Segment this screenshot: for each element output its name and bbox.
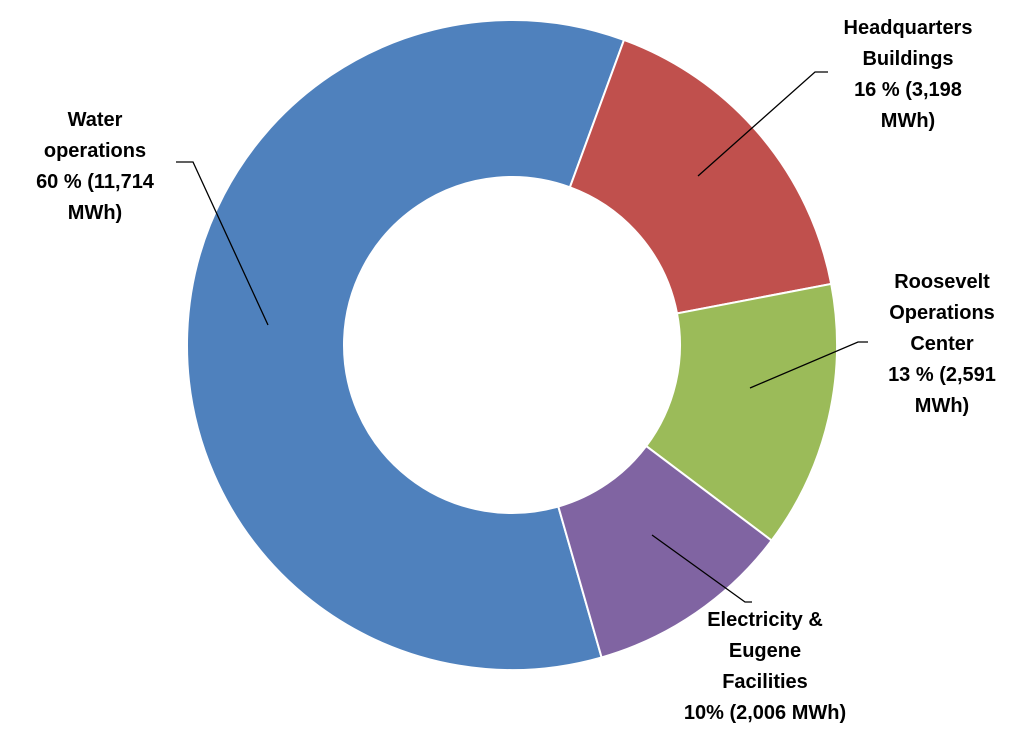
category-label: Headquarters Buildings bbox=[843, 17, 973, 70]
slice bbox=[568, 38, 833, 315]
donut bbox=[186, 19, 838, 671]
value-label: 60 % (11,714 MWh) bbox=[36, 171, 154, 224]
category-label: Electricity & Eugene Facilities bbox=[707, 609, 823, 693]
leader-line bbox=[176, 161, 269, 326]
leader-line bbox=[651, 534, 752, 603]
slice-label: Water operations 60 % (11,714 MWh) bbox=[20, 105, 170, 229]
slice-label: Headquarters Buildings 16 % (3,198 MWh) bbox=[833, 13, 983, 137]
leader-line bbox=[697, 71, 828, 177]
value-label: 13 % (2,591 MWh) bbox=[888, 364, 996, 417]
leader-line bbox=[749, 341, 868, 389]
category-label: Water operations bbox=[43, 109, 147, 162]
slice bbox=[186, 19, 626, 671]
value-label: 16 % (3,198 MWh) bbox=[854, 79, 962, 132]
slice bbox=[557, 444, 774, 659]
slice bbox=[644, 282, 838, 542]
slice-label: Electricity & Eugene Facilities 10% (2,00… bbox=[655, 605, 875, 729]
value-label: 10% (2,006 MWh) bbox=[683, 702, 847, 724]
slice-label: Roosevelt Operations Center 13 % (2,591 M… bbox=[867, 267, 1017, 422]
category-label: Roosevelt Operations Center bbox=[889, 271, 995, 355]
